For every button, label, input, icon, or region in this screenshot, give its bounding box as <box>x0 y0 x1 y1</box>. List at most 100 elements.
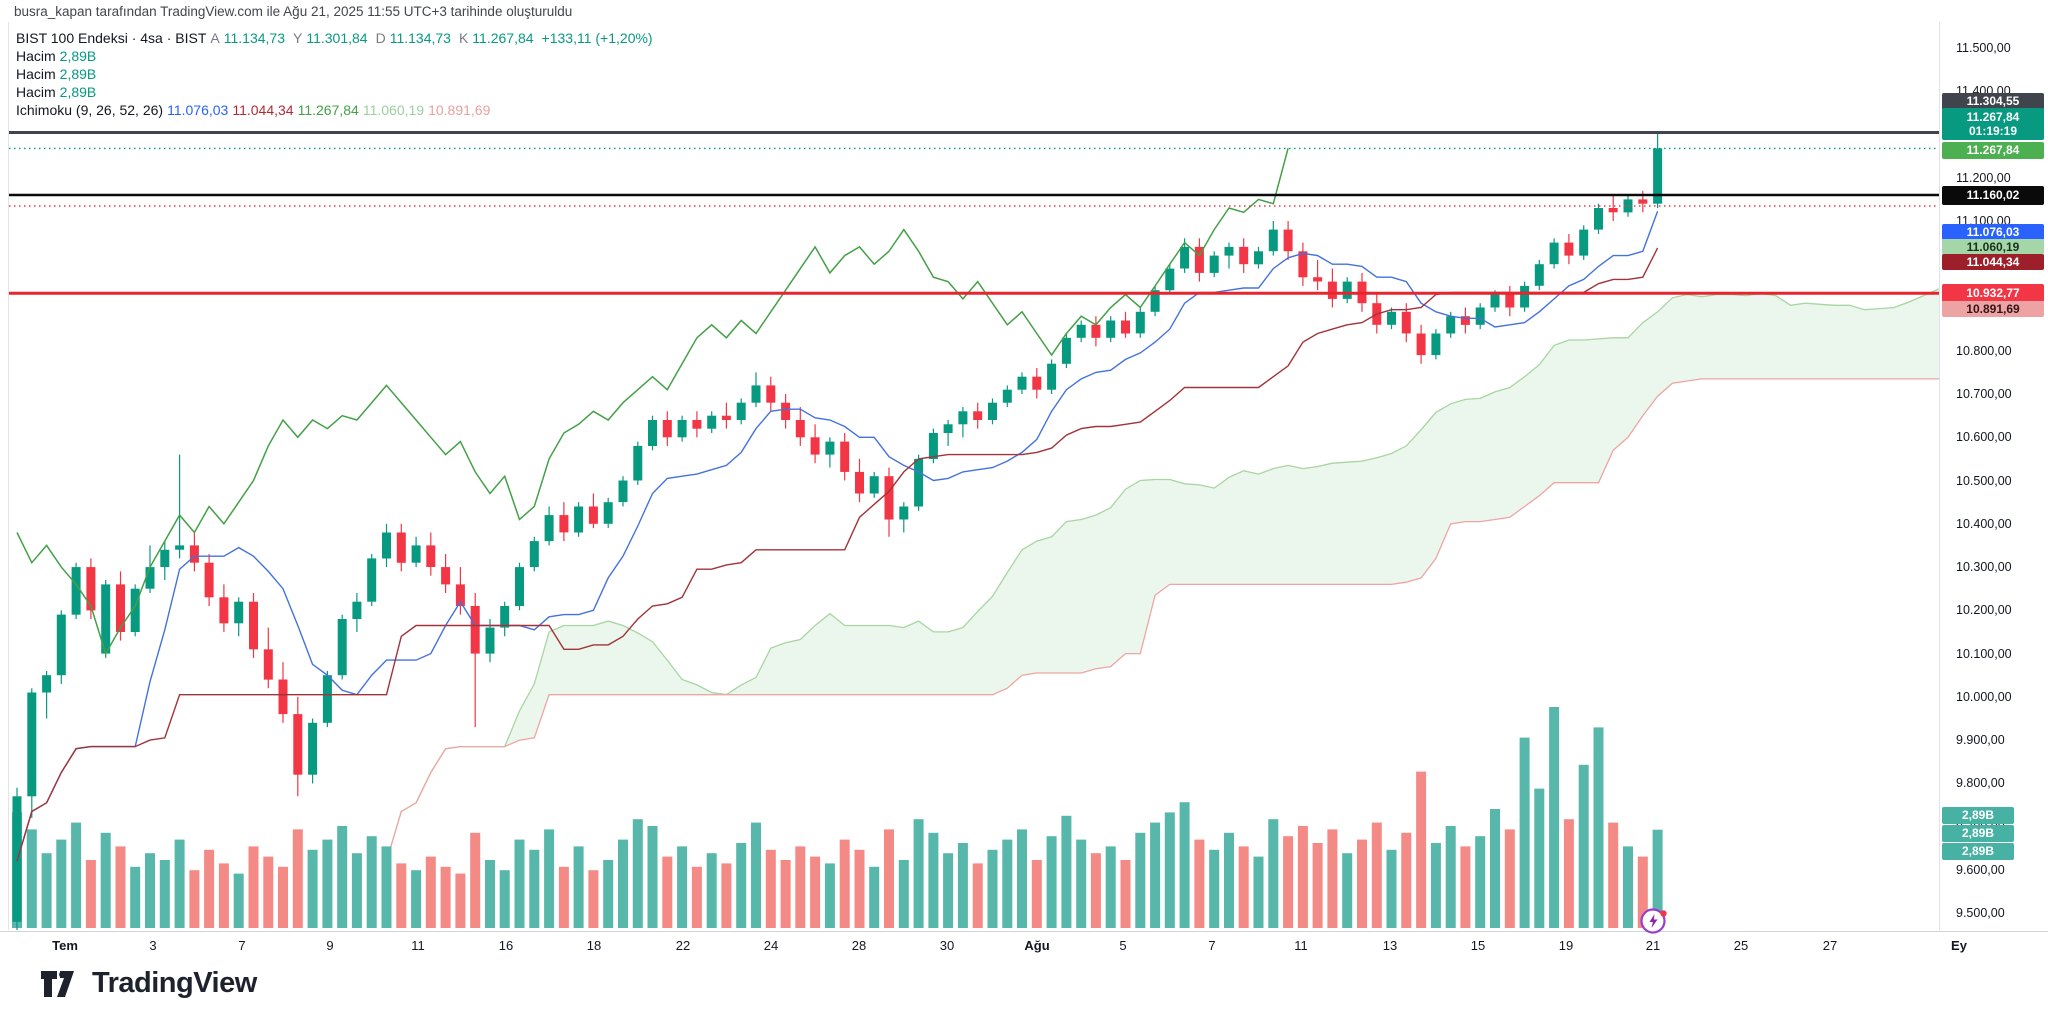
candle-body <box>145 567 155 589</box>
volume-bar <box>1135 832 1146 928</box>
volume-bar <box>1179 802 1190 928</box>
tradingview-logo[interactable]: TradingView <box>40 967 257 1000</box>
candle-body <box>101 584 111 654</box>
candle-body <box>1431 333 1441 356</box>
candle-body <box>1106 320 1116 338</box>
candle-body <box>1224 246 1234 256</box>
volume-bar <box>1401 832 1412 928</box>
price-tick-label: 10.600,00 <box>1956 430 2012 444</box>
candle-body <box>544 515 554 542</box>
legend-volume-row[interactable]: Hacim 2,89B <box>16 48 97 64</box>
time-tick-label: 27 <box>1822 938 1838 953</box>
volume-bar <box>85 860 96 928</box>
volume-bar <box>1490 809 1500 928</box>
candle-body <box>840 441 850 472</box>
candle-body <box>884 476 894 520</box>
volume-bar <box>71 822 82 928</box>
volume-bar <box>1430 843 1441 928</box>
candle-body <box>766 385 776 403</box>
volume-bar <box>1549 707 1560 928</box>
ichimoku-value: 10.891,69 <box>428 102 491 118</box>
volume-bar <box>115 846 126 928</box>
volume-bar <box>928 832 939 928</box>
tenkan-line <box>16 211 1659 862</box>
candle-body <box>899 506 909 520</box>
volume-bar <box>514 839 525 928</box>
volume-bar <box>1342 853 1353 928</box>
volume-bar <box>706 853 717 928</box>
volume-bar <box>263 856 274 928</box>
volume-bar <box>1357 839 1367 928</box>
candle-body <box>825 441 835 455</box>
tradingview-logo-text: TradingView <box>92 967 257 999</box>
volume-bar <box>1386 849 1397 928</box>
candle-body <box>411 545 421 563</box>
candle-body <box>855 471 864 494</box>
time-tick-label: 18 <box>586 938 602 953</box>
ohlc-value: K 11.267,84 <box>458 30 534 46</box>
time-axis[interactable]: Tem 3 7 9 11 16 18 22 24 28 30 Ağu 5 7 11 13 15 19 21 25 27 E… <box>0 931 2048 960</box>
volume-bar <box>884 829 894 928</box>
candle-body <box>529 541 539 568</box>
candle-body <box>382 532 391 559</box>
candle-body <box>470 606 480 654</box>
tradingview-logo-mark <box>41 970 74 997</box>
price-tick-label: 11.200,00 <box>1956 171 2011 185</box>
volume-bar <box>455 873 466 928</box>
candle-body <box>1387 311 1396 325</box>
price-tick-label: 9.600,00 <box>1956 863 2005 877</box>
volume-bar <box>1652 829 1663 928</box>
volume-bar <box>1268 819 1279 928</box>
legend-volume-row[interactable]: Hacim 2,89B <box>16 84 97 100</box>
volume-bar <box>839 839 850 928</box>
volume-bar <box>1623 846 1633 928</box>
volume-bar <box>957 843 968 928</box>
candle-body <box>574 506 584 533</box>
legend-symbol-row[interactable]: BIST 100 Endeksi · 4sa · BIST A 11.134,73 Y… <box>16 30 657 46</box>
ichimoku-cloud <box>386 288 1939 862</box>
volume-bar <box>1283 836 1294 928</box>
volume-bar <box>677 846 688 928</box>
candle-body <box>263 649 273 680</box>
candle-body <box>1401 311 1411 334</box>
time-tick-label: Tem <box>52 938 78 953</box>
symbol-title: BIST 100 Endeksi · 4sa · BIST <box>16 30 207 46</box>
volume-bar <box>1164 812 1175 928</box>
candle-body <box>426 545 436 567</box>
candle-body <box>278 679 288 715</box>
price-badge: 11.267,84 <box>1942 141 2044 159</box>
time-tick-label: 25 <box>1733 938 1749 953</box>
price-badge: 2,89B <box>1942 824 2014 842</box>
volume-bar <box>351 853 362 928</box>
candle-body <box>869 476 879 494</box>
volume-bar <box>558 866 569 928</box>
legend-volume-row[interactable]: Hacim 2,89B <box>16 66 97 82</box>
candle-body <box>1564 242 1574 256</box>
volume-bar <box>780 860 791 928</box>
volume-bar <box>233 873 244 928</box>
senkou-b-line <box>385 378 1939 862</box>
volume-bar <box>1445 826 1456 928</box>
volume-bar <box>248 846 259 928</box>
alert-flash-icon[interactable] <box>1640 907 1668 935</box>
price-badge: 2,89B <box>1942 806 2014 824</box>
volume-bar <box>1031 860 1042 928</box>
chart-surface[interactable] <box>8 22 1939 930</box>
volume-bar <box>898 860 909 928</box>
volume-bar <box>647 826 658 928</box>
price-axis[interactable]: 9.500,009.600,009.700,009.800,009.900,00… <box>1939 22 2048 930</box>
volume-bar <box>1578 764 1589 928</box>
legend-ichimoku-row[interactable]: Ichimoku (9, 26, 52, 26) 11.076,03 11.044,… <box>16 102 491 118</box>
volume-bar <box>824 863 835 928</box>
candle-body <box>234 601 244 624</box>
ohlc-value: A 11.134,73 <box>210 30 285 46</box>
price-badge: 10.891,69 <box>1942 301 2044 317</box>
chikou-line <box>16 148 1289 656</box>
time-tick-label: 16 <box>498 938 514 953</box>
candle-body <box>781 402 791 420</box>
volume-bar <box>869 866 880 928</box>
candle-body <box>71 567 81 615</box>
candle-body <box>1032 376 1042 390</box>
price-tick-label: 10.800,00 <box>1956 344 2012 358</box>
